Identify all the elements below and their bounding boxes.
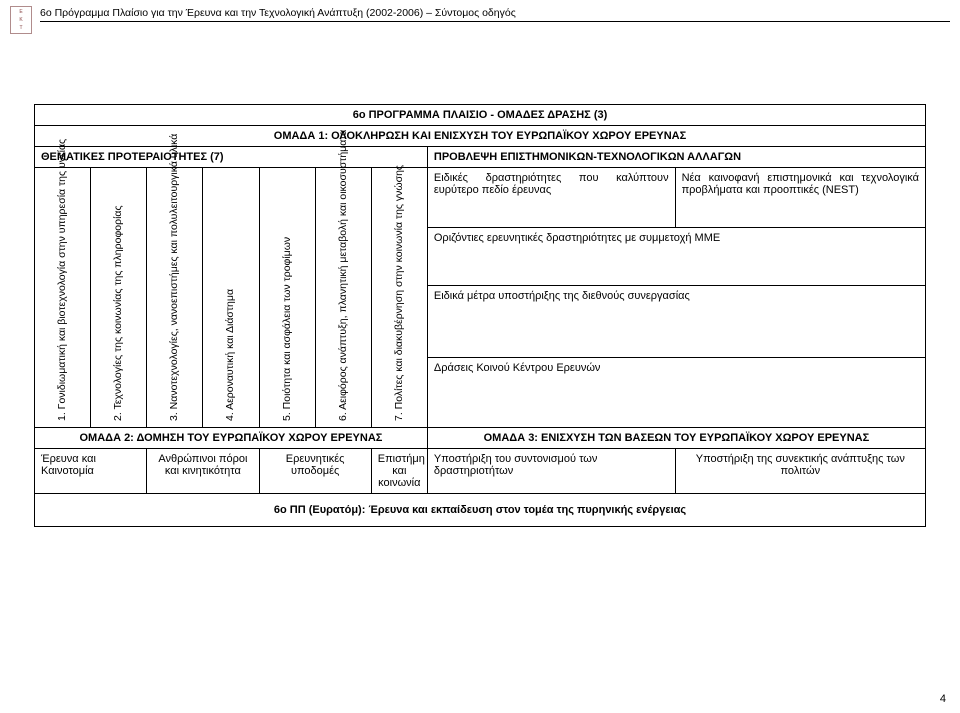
group3-item: Υποστήριξη της συνεκτικής ανάπτυξης των … [675, 449, 925, 494]
page-header: Ε Κ Τ 6ο Πρόγραμμα Πλαίσιο για την Έρευν… [0, 0, 960, 34]
priority-2: 2. Τεχνολογίες της κοινωνίας της πληροφο… [91, 168, 147, 428]
group2-item: Ερευνητικές υποδομές [259, 449, 371, 494]
logo-line: Ε [19, 10, 22, 15]
right-top-right: Νέα καινοφανή επιστημονικά και τεχνολογι… [675, 168, 925, 228]
header-text-wrap: 6ο Πρόγραμμα Πλαίσιο για την Έρευνα και … [40, 6, 950, 22]
right-row-text: Ειδικά μέτρα υποστήριξης της διεθνούς συ… [427, 286, 925, 358]
group2-item: Επιστήμη και κοινωνία [371, 449, 427, 494]
groups-2-3-row: ΟΜΑΔΑ 2: ΔΟΜΗΣΗ ΤΟΥ ΕΥΡΩΠΑΪΚΟΥ ΧΩΡΟΥ ΕΡΕ… [35, 428, 926, 449]
group3-title: ΟΜΑΔΑ 3: ΕΝΙΣΧΥΣΗ ΤΩΝ ΒΑΣΕΩΝ ΤΟΥ ΕΥΡΩΠΑΪ… [427, 428, 925, 449]
group2-title: ΟΜΑΔΑ 2: ΔΟΜΗΣΗ ΤΟΥ ΕΥΡΩΠΑΪΚΟΥ ΧΩΡΟΥ ΕΡΕ… [35, 428, 428, 449]
logo-line: Κ [19, 18, 22, 23]
header-text: 6ο Πρόγραμμα Πλαίσιο για την Έρευνα και … [40, 7, 950, 22]
right-row-text: Οριζόντιες ερευνητικές δραστηριότητες με… [427, 228, 925, 286]
priority-label: 7. Πολίτες και διακυβέρνηση στην κοινωνί… [393, 165, 405, 421]
page-number: 4 [940, 693, 946, 705]
forecast-head: ΠΡΟΒΛΕΨΗ ΕΠΙΣΤΗΜΟΝΙΚΩΝ-ΤΕΧΝΟΛΟΓΙΚΩΝ ΑΛΛΑ… [427, 147, 925, 168]
priority-6: 6. Αειφόρος ανάπτυξη, πλανητική μεταβολή… [315, 168, 371, 428]
priority-label: 1. Γονιδιωματική και βιοτεχνολογία στην … [56, 139, 68, 421]
group2-item: Ανθρώπινοι πόροι και κινητικότητα [147, 449, 259, 494]
group3-item: Υποστήριξη του συντονισμού των δραστηριο… [427, 449, 675, 494]
logo-line: Τ [19, 26, 22, 31]
priority-label: 3. Νανοτεχνολογίες, νανοεπιστήμες και πο… [168, 134, 180, 421]
bottom-items-row: Έρευνα και Καινοτομία Ανθρώπινοι πόροι κ… [35, 449, 926, 494]
right-row-text: Δράσεις Κοινού Κέντρου Ερευνών [427, 358, 925, 428]
main-table: 6ο ΠΡΟΓΡΑΜΜΑ ΠΛΑΙΣΙΟ - ΟΜΑΔΕΣ ΔΡΑΣΗΣ (3)… [34, 104, 926, 527]
priority-4: 4. Αεροναυτική και Διάστημα [203, 168, 259, 428]
priority-3: 3. Νανοτεχνολογίες, νανοεπιστήμες και πο… [147, 168, 203, 428]
right-top-left: Ειδικές δραστηριότητες που καλύπτουν ευρ… [427, 168, 675, 228]
logo: Ε Κ Τ [10, 6, 32, 34]
priority-1: 1. Γονιδιωματική και βιοτεχνολογία στην … [35, 168, 91, 428]
priority-label: 6. Αειφόρος ανάπτυξη, πλανητική μεταβολή… [337, 130, 349, 421]
priorities-row: 1. Γονιδιωματική και βιοτεχνολογία στην … [35, 168, 926, 228]
group2-item: Έρευνα και Καινοτομία [35, 449, 147, 494]
table-title: 6ο ΠΡΟΓΡΑΜΜΑ ΠΛΑΙΣΙΟ - ΟΜΑΔΕΣ ΔΡΑΣΗΣ (3) [35, 105, 926, 126]
footer-row: 6ο ΠΠ (Ευρατόμ): Έρευνα και εκπαίδευση σ… [35, 494, 926, 527]
thematic-head: ΘΕΜΑΤΙΚΕΣ ΠΡΟΤΕΡΑΙΟΤΗΤΕΣ (7) [35, 147, 428, 168]
content: 6ο ΠΡΟΓΡΑΜΜΑ ΠΛΑΙΣΙΟ - ΟΜΑΔΕΣ ΔΡΑΣΗΣ (3)… [0, 34, 960, 527]
title-row: 6ο ΠΡΟΓΡΑΜΜΑ ΠΛΑΙΣΙΟ - ΟΜΑΔΕΣ ΔΡΑΣΗΣ (3) [35, 105, 926, 126]
priority-7: 7. Πολίτες και διακυβέρνηση στην κοινωνί… [371, 168, 427, 428]
priority-label: 5. Ποιότητα και ασφάλεια των τροφίμων [281, 237, 293, 421]
priority-5: 5. Ποιότητα και ασφάλεια των τροφίμων [259, 168, 315, 428]
priority-label: 2. Τεχνολογίες της κοινωνίας της πληροφο… [112, 205, 124, 421]
priority-label: 4. Αεροναυτική και Διάστημα [224, 289, 236, 421]
footer-text: 6ο ΠΠ (Ευρατόμ): Έρευνα και εκπαίδευση σ… [35, 494, 926, 527]
